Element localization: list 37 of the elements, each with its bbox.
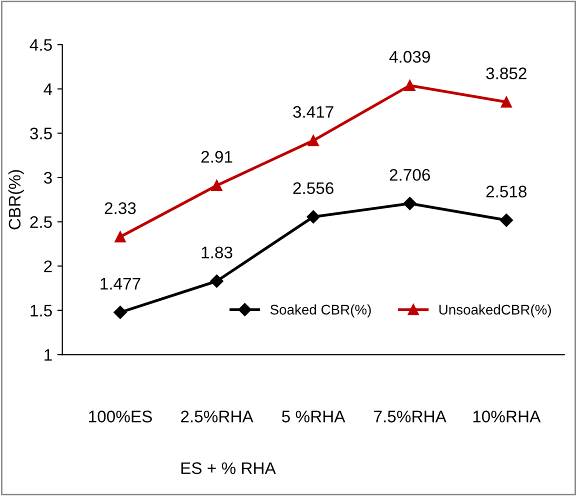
y-tick-label: 1.5	[30, 304, 52, 317]
y-tick-label: 2.5	[30, 216, 52, 228]
point	[306, 210, 320, 224]
y-tick-label: 3.5	[30, 128, 52, 140]
data-label: 2.556	[293, 182, 334, 194]
x-tick-label: 2.5%RHA	[181, 410, 254, 422]
legend-label: UnsoakedCBR(%)	[439, 304, 551, 318]
data-label: 2.33	[104, 202, 136, 214]
x-tick-label: 7.5%RHA	[374, 410, 446, 422]
point	[404, 80, 416, 92]
point	[500, 214, 513, 227]
point	[211, 180, 222, 192]
y-tick-label: 4.5	[30, 39, 52, 51]
point	[114, 306, 127, 319]
data-label: 1.83	[202, 246, 232, 258]
y-tick-label: 3	[44, 172, 52, 184]
y-tick-label: 1	[44, 349, 52, 361]
x-tick-label: 10%RHA	[473, 410, 541, 422]
point	[403, 196, 416, 210]
x-tick-label: 100%ES	[89, 410, 152, 422]
data-label: 4.039	[389, 50, 430, 63]
point	[114, 231, 126, 242]
data-label: 2.706	[390, 168, 430, 181]
y-tick-label: 2	[44, 260, 52, 272]
x-axis-title: ES + % RHA	[181, 462, 276, 474]
point	[210, 274, 224, 288]
legend-label: Soaked CBR(%)	[270, 304, 371, 318]
data-label: 1.477	[100, 278, 140, 290]
point	[308, 135, 319, 146]
data-label: 3.852	[486, 67, 526, 80]
y-tick-label: 4	[44, 84, 52, 95]
data-label: 2.91	[201, 150, 232, 163]
data-label: 3.417	[293, 106, 334, 118]
x-tick-label: 5 %RHA	[282, 410, 346, 422]
y-axis-title: CBR(%)	[8, 170, 24, 230]
point	[500, 96, 512, 108]
data-label: 2.518	[486, 186, 527, 198]
